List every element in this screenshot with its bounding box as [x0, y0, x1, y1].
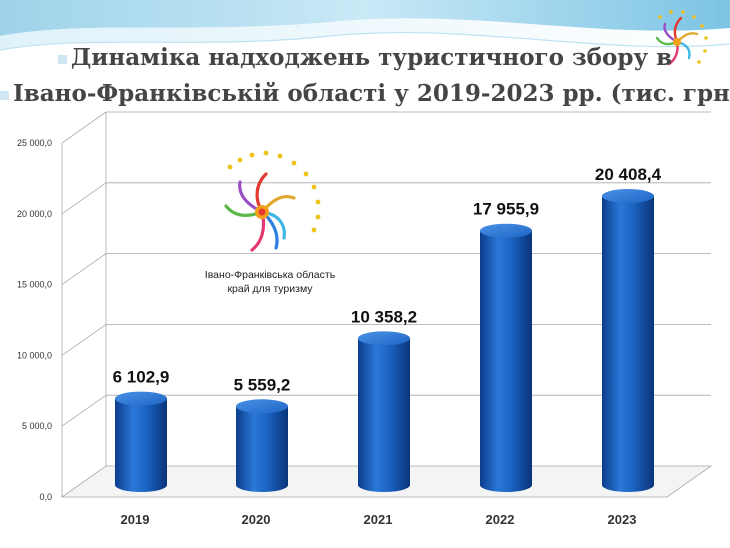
y-tick-label: 10 000,0 [17, 350, 52, 360]
corner-logo-stars [658, 10, 708, 64]
bar-body [480, 230, 532, 493]
gridline-side [61, 182, 107, 215]
y-axis-tick-labels: 0,0 5 000,0 10 000,0 15 000,0 20 000,0 25 000… [17, 138, 52, 502]
data-label: 6 102,9 [113, 368, 170, 387]
center-logo [224, 150, 321, 252]
chart-title-line-1-text: Динаміка надходжень туристичного збору в [70, 44, 673, 71]
x-tick-label: 2021 [364, 512, 393, 527]
chart-title-line-2-text: Івано-Франківській області у 2019-2023 р… [13, 80, 730, 107]
data-labels: 6 102,9 5 559,2 10 358,2 17 955,9 20 408,4 [113, 165, 662, 394]
x-tick-label: 2020 [242, 512, 271, 527]
gridline-side [61, 111, 107, 144]
bar-top [602, 189, 654, 204]
data-label: 17 955,9 [473, 200, 539, 219]
y-tick-label: 20 000,0 [17, 209, 52, 219]
corner-logo-center [673, 38, 681, 46]
bar-top [115, 391, 167, 406]
x-axis-tick-labels: 2019 2020 2021 2022 2023 [121, 512, 637, 527]
x-tick-label: 2023 [608, 512, 637, 527]
bar-2020 [236, 399, 288, 492]
corner-logo [655, 10, 708, 66]
data-label: 20 408,4 [595, 165, 662, 184]
y-tick-label: 0,0 [39, 492, 52, 502]
x-tick-label: 2019 [121, 512, 150, 527]
center-logo-stars [227, 150, 321, 233]
gridline-side [61, 253, 107, 285]
chart-title-line-2: Івано-Франківській області у 2019-2023 р… [0, 80, 730, 107]
bar-body [358, 338, 410, 492]
data-label: 10 358,2 [351, 307, 417, 326]
title-bullet [57, 54, 67, 64]
bar-body [236, 406, 288, 492]
bar-top [358, 331, 410, 346]
bar-2023 [602, 189, 654, 492]
gridline-side [61, 324, 107, 356]
bar-2019 [115, 391, 167, 492]
y-tick-label: 5 000,0 [22, 421, 52, 431]
logo-caption-line-2: край для туризму [227, 283, 313, 295]
y-tick-label: 25 000,0 [17, 138, 52, 148]
chart-title-line-1: Динаміка надходжень туристичного збору в [0, 44, 730, 71]
bar-body [115, 398, 167, 492]
bar-body [602, 196, 654, 492]
chart-bars [115, 189, 654, 493]
bar-2021 [358, 331, 410, 492]
y-tick-label: 15 000,0 [17, 280, 52, 290]
bar-top [236, 399, 288, 414]
bar-2022 [480, 223, 532, 493]
logo-caption-line-1: Івано-Франківська область [204, 269, 336, 281]
x-tick-label: 2022 [486, 512, 515, 527]
header-wave-decoration [0, 0, 730, 51]
bar-top [480, 223, 532, 238]
gridline-side [61, 394, 107, 427]
title-bullet [0, 90, 9, 100]
center-logo-core [258, 208, 266, 216]
data-label: 5 559,2 [234, 375, 291, 394]
